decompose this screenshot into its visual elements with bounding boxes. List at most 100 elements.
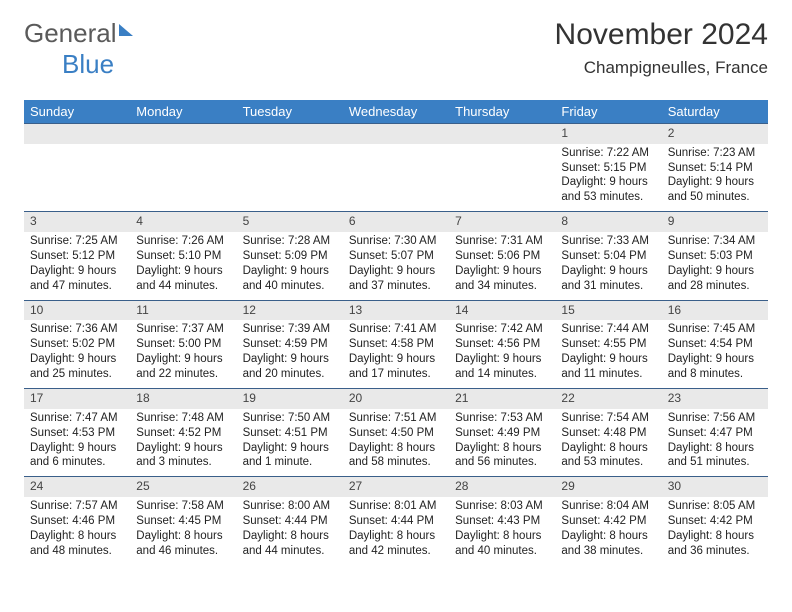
day-body: Sunrise: 8:01 AMSunset: 4:44 PMDaylight:… bbox=[343, 497, 449, 565]
daylight-text: Daylight: 9 hours and 25 minutes. bbox=[30, 352, 124, 382]
header: GeneralBlue November 2024 Champigneulles… bbox=[24, 18, 768, 80]
daylight-text: Daylight: 8 hours and 42 minutes. bbox=[349, 529, 443, 559]
day-cell: 21Sunrise: 7:53 AMSunset: 4:49 PMDayligh… bbox=[449, 389, 555, 477]
title-block: November 2024 Champigneulles, France bbox=[555, 18, 768, 78]
weekday-thursday: Thursday bbox=[449, 100, 555, 124]
triangle-icon bbox=[119, 24, 133, 36]
sunset-text: Sunset: 4:50 PM bbox=[349, 426, 443, 441]
day-cell bbox=[24, 124, 130, 212]
day-number: 18 bbox=[130, 389, 236, 409]
day-cell: 29Sunrise: 8:04 AMSunset: 4:42 PMDayligh… bbox=[555, 477, 661, 565]
sunrise-text: Sunrise: 7:22 AM bbox=[561, 146, 655, 161]
day-number: 11 bbox=[130, 301, 236, 321]
day-cell: 28Sunrise: 8:03 AMSunset: 4:43 PMDayligh… bbox=[449, 477, 555, 565]
weekday-monday: Monday bbox=[130, 100, 236, 124]
day-body: Sunrise: 7:33 AMSunset: 5:04 PMDaylight:… bbox=[555, 232, 661, 300]
sunset-text: Sunset: 4:45 PM bbox=[136, 514, 230, 529]
day-number: 8 bbox=[555, 212, 661, 232]
sunset-text: Sunset: 4:49 PM bbox=[455, 426, 549, 441]
sunrise-text: Sunrise: 8:00 AM bbox=[243, 499, 337, 514]
day-body: Sunrise: 8:05 AMSunset: 4:42 PMDaylight:… bbox=[662, 497, 768, 565]
sunrise-text: Sunrise: 7:37 AM bbox=[136, 322, 230, 337]
day-number: 15 bbox=[555, 301, 661, 321]
daylight-text: Daylight: 9 hours and 22 minutes. bbox=[136, 352, 230, 382]
sunrise-text: Sunrise: 7:39 AM bbox=[243, 322, 337, 337]
day-number: 4 bbox=[130, 212, 236, 232]
sunset-text: Sunset: 4:44 PM bbox=[243, 514, 337, 529]
weekday-friday: Friday bbox=[555, 100, 661, 124]
sunrise-text: Sunrise: 7:51 AM bbox=[349, 411, 443, 426]
day-cell: 24Sunrise: 7:57 AMSunset: 4:46 PMDayligh… bbox=[24, 477, 130, 565]
daylight-text: Daylight: 9 hours and 53 minutes. bbox=[561, 175, 655, 205]
day-cell: 1Sunrise: 7:22 AMSunset: 5:15 PMDaylight… bbox=[555, 124, 661, 212]
day-body: Sunrise: 7:45 AMSunset: 4:54 PMDaylight:… bbox=[662, 320, 768, 388]
sunset-text: Sunset: 4:55 PM bbox=[561, 337, 655, 352]
sunset-text: Sunset: 5:12 PM bbox=[30, 249, 124, 264]
sunset-text: Sunset: 5:10 PM bbox=[136, 249, 230, 264]
sunset-text: Sunset: 4:44 PM bbox=[349, 514, 443, 529]
sunrise-text: Sunrise: 7:41 AM bbox=[349, 322, 443, 337]
title-location: Champigneulles, France bbox=[555, 58, 768, 78]
daylight-text: Daylight: 9 hours and 11 minutes. bbox=[561, 352, 655, 382]
day-number: 25 bbox=[130, 477, 236, 497]
sunrise-text: Sunrise: 7:48 AM bbox=[136, 411, 230, 426]
day-number: 7 bbox=[449, 212, 555, 232]
sunrise-text: Sunrise: 7:53 AM bbox=[455, 411, 549, 426]
day-cell: 3Sunrise: 7:25 AMSunset: 5:12 PMDaylight… bbox=[24, 212, 130, 300]
sunrise-text: Sunrise: 7:56 AM bbox=[668, 411, 762, 426]
day-body: Sunrise: 8:04 AMSunset: 4:42 PMDaylight:… bbox=[555, 497, 661, 565]
day-number: 24 bbox=[24, 477, 130, 497]
calendar-body: 1Sunrise: 7:22 AMSunset: 5:15 PMDaylight… bbox=[24, 124, 768, 565]
day-number: 6 bbox=[343, 212, 449, 232]
day-number: 10 bbox=[24, 301, 130, 321]
sunset-text: Sunset: 4:52 PM bbox=[136, 426, 230, 441]
sunrise-text: Sunrise: 7:57 AM bbox=[30, 499, 124, 514]
sunrise-text: Sunrise: 7:31 AM bbox=[455, 234, 549, 249]
day-body: Sunrise: 7:39 AMSunset: 4:59 PMDaylight:… bbox=[237, 320, 343, 388]
sunset-text: Sunset: 4:53 PM bbox=[30, 426, 124, 441]
day-body: Sunrise: 7:57 AMSunset: 4:46 PMDaylight:… bbox=[24, 497, 130, 565]
day-cell: 4Sunrise: 7:26 AMSunset: 5:10 PMDaylight… bbox=[130, 212, 236, 300]
day-number: 29 bbox=[555, 477, 661, 497]
sunset-text: Sunset: 5:00 PM bbox=[136, 337, 230, 352]
day-cell: 23Sunrise: 7:56 AMSunset: 4:47 PMDayligh… bbox=[662, 389, 768, 477]
day-number: 28 bbox=[449, 477, 555, 497]
daylight-text: Daylight: 9 hours and 8 minutes. bbox=[668, 352, 762, 382]
day-number: 27 bbox=[343, 477, 449, 497]
day-cell: 18Sunrise: 7:48 AMSunset: 4:52 PMDayligh… bbox=[130, 389, 236, 477]
sunrise-text: Sunrise: 7:36 AM bbox=[30, 322, 124, 337]
daylight-text: Daylight: 8 hours and 48 minutes. bbox=[30, 529, 124, 559]
day-cell: 20Sunrise: 7:51 AMSunset: 4:50 PMDayligh… bbox=[343, 389, 449, 477]
sunset-text: Sunset: 5:06 PM bbox=[455, 249, 549, 264]
day-body: Sunrise: 7:22 AMSunset: 5:15 PMDaylight:… bbox=[555, 144, 661, 212]
daylight-text: Daylight: 9 hours and 44 minutes. bbox=[136, 264, 230, 294]
sunrise-text: Sunrise: 7:23 AM bbox=[668, 146, 762, 161]
day-body: Sunrise: 7:23 AMSunset: 5:14 PMDaylight:… bbox=[662, 144, 768, 212]
sunrise-text: Sunrise: 7:34 AM bbox=[668, 234, 762, 249]
day-cell bbox=[449, 124, 555, 212]
daylight-text: Daylight: 9 hours and 20 minutes. bbox=[243, 352, 337, 382]
daylight-text: Daylight: 9 hours and 34 minutes. bbox=[455, 264, 549, 294]
day-body: Sunrise: 7:37 AMSunset: 5:00 PMDaylight:… bbox=[130, 320, 236, 388]
daylight-text: Daylight: 9 hours and 40 minutes. bbox=[243, 264, 337, 294]
sunrise-text: Sunrise: 7:25 AM bbox=[30, 234, 124, 249]
day-body: Sunrise: 7:31 AMSunset: 5:06 PMDaylight:… bbox=[449, 232, 555, 300]
sunset-text: Sunset: 4:54 PM bbox=[668, 337, 762, 352]
sunrise-text: Sunrise: 7:28 AM bbox=[243, 234, 337, 249]
day-body: Sunrise: 7:36 AMSunset: 5:02 PMDaylight:… bbox=[24, 320, 130, 388]
sunrise-text: Sunrise: 7:47 AM bbox=[30, 411, 124, 426]
daylight-text: Daylight: 9 hours and 50 minutes. bbox=[668, 175, 762, 205]
sunrise-text: Sunrise: 7:50 AM bbox=[243, 411, 337, 426]
day-number: 22 bbox=[555, 389, 661, 409]
day-cell: 5Sunrise: 7:28 AMSunset: 5:09 PMDaylight… bbox=[237, 212, 343, 300]
day-number: 17 bbox=[24, 389, 130, 409]
sunrise-text: Sunrise: 7:30 AM bbox=[349, 234, 443, 249]
day-cell: 22Sunrise: 7:54 AMSunset: 4:48 PMDayligh… bbox=[555, 389, 661, 477]
day-number: 23 bbox=[662, 389, 768, 409]
day-cell bbox=[237, 124, 343, 212]
day-number: 13 bbox=[343, 301, 449, 321]
daylight-text: Daylight: 9 hours and 1 minute. bbox=[243, 441, 337, 471]
calendar-table: SundayMondayTuesdayWednesdayThursdayFrid… bbox=[24, 100, 768, 565]
weekday-sunday: Sunday bbox=[24, 100, 130, 124]
day-number: 5 bbox=[237, 212, 343, 232]
